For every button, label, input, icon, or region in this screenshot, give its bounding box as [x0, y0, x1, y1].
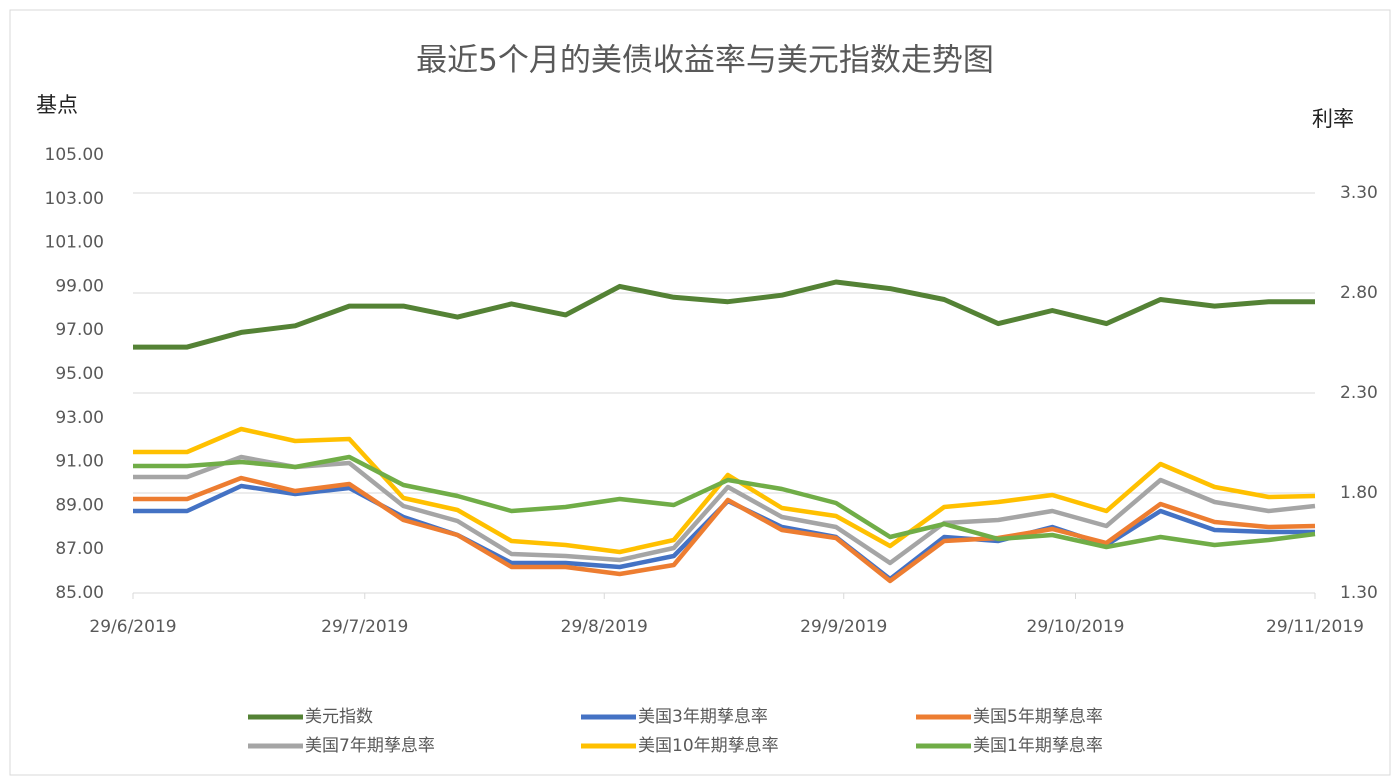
legend-label: 美国3年期孳息率 — [638, 707, 768, 727]
legend-label: 美国7年期孳息率 — [305, 736, 435, 756]
x-tick-label: 29/7/2019 — [321, 617, 408, 637]
y-tick-label: 105.00 — [45, 145, 104, 165]
y-tick-label: 101.00 — [45, 233, 104, 253]
series-line — [133, 475, 1316, 584]
y2-tick-label: 1.30 — [1340, 583, 1378, 603]
y-axis-title: 基点 — [36, 93, 78, 117]
series-line — [133, 454, 1316, 566]
chart-title: 最近5个月的美债收益率与美元指数走势图 — [416, 43, 994, 79]
y-tick-label: 93.00 — [55, 408, 104, 428]
x-tick-label: 29/9/2019 — [800, 617, 887, 637]
x-tick-label: 29/6/2019 — [89, 617, 176, 637]
series-line — [133, 279, 1315, 350]
legend-label: 美国1年期孳息率 — [973, 736, 1103, 756]
series-line — [133, 454, 1316, 550]
legend-label: 美国10年期孳息率 — [638, 736, 779, 756]
y2-tick-label: 2.80 — [1340, 283, 1378, 303]
y-tick-label: 85.00 — [55, 583, 104, 603]
y-tick-label: 89.00 — [55, 495, 104, 515]
x-tick-label: 29/11/2019 — [1266, 617, 1364, 637]
x-tick-label: 29/8/2019 — [561, 617, 648, 637]
series-line — [133, 426, 1316, 555]
legend-label: 美国5年期孳息率 — [973, 707, 1103, 727]
y-tick-label: 87.00 — [55, 539, 104, 559]
y-tick-label: 103.00 — [45, 189, 104, 209]
y2-axis-title: 利率 — [1312, 107, 1354, 131]
y-tick-label: 91.00 — [55, 452, 104, 472]
y-tick-label: 97.00 — [55, 320, 104, 340]
y-tick-label: 99.00 — [55, 276, 104, 296]
y2-tick-label: 3.30 — [1340, 183, 1378, 203]
y2-tick-label: 2.30 — [1340, 383, 1378, 403]
y-tick-label: 95.00 — [55, 364, 104, 384]
x-tick-label: 29/10/2019 — [1027, 617, 1125, 637]
y2-tick-label: 1.80 — [1340, 483, 1378, 503]
legend-label: 美元指数 — [305, 707, 373, 727]
